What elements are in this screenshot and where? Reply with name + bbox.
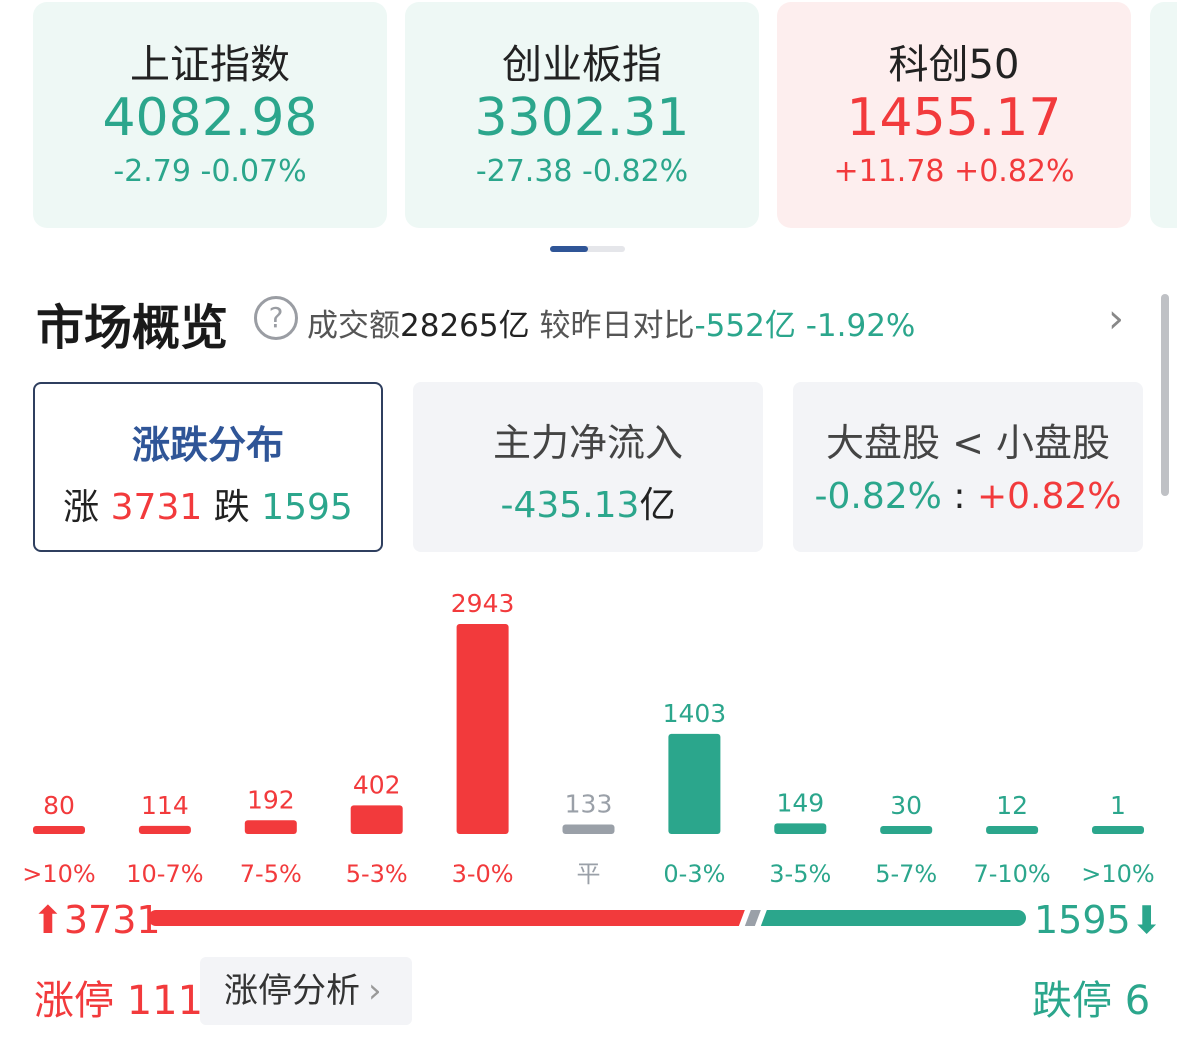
bar-value-label: 149 (776, 788, 824, 817)
down-label: 跌 (213, 487, 250, 528)
index-card-chinext[interactable]: 创业板指 3302.31 -27.38 -0.82% (405, 2, 759, 228)
index-name: 创业板指 (502, 42, 662, 88)
bar-value-label: 2943 (451, 589, 515, 618)
compare-pct: -1.92% (805, 308, 916, 344)
up-label: 涨 (63, 487, 100, 528)
cap-compare-values: -0.82% : +0.82% (793, 476, 1143, 517)
compare-value: -552亿 (694, 308, 796, 344)
bar-value-label: 402 (353, 770, 401, 799)
ratio-up-segment (148, 910, 745, 926)
compare-label: 较昨日对比 (539, 308, 695, 344)
tab-title: 主力净流入 (492, 421, 683, 465)
category-label: 10-7% (126, 860, 203, 888)
net-inflow-unit: 亿 (639, 485, 676, 526)
bar-9 (986, 826, 1039, 834)
tab-title: 涨跌分布 (131, 423, 284, 467)
bar-8 (880, 826, 933, 834)
category-label: 平 (577, 860, 601, 888)
category-label: 0-3% (663, 860, 725, 888)
distribution-counts: 涨 3731 跌 1595 (35, 478, 381, 530)
index-card-shanghai[interactable]: 上证指数 4082.98 -2.79 -0.07% (33, 2, 387, 228)
category-label: >10% (22, 860, 95, 888)
limit-down-label: 跌停 (1032, 978, 1112, 1024)
bar-value-label: 80 (43, 791, 75, 820)
bar-value-label: 12 (996, 791, 1028, 820)
bar-0 (33, 826, 85, 834)
category-label: 3-5% (769, 860, 831, 888)
down-count: 1595 (261, 487, 353, 528)
limit-down-count: 6 (1124, 978, 1151, 1024)
bar-value-label: 133 (565, 790, 613, 819)
net-inflow-value: -435.13亿 (413, 476, 763, 528)
bar-5 (562, 824, 615, 834)
tab-distribution[interactable]: 涨跌分布 涨 3731 跌 1595 (33, 382, 383, 552)
index-price: 1455.17 (846, 88, 1062, 148)
limit-up-analysis-button[interactable]: 涨停分析 › (200, 957, 412, 1025)
category-label: >10% (1081, 860, 1154, 888)
up-count: 3731 (110, 487, 203, 528)
index-change: +11.78 +0.82% (833, 154, 1075, 189)
cap-separator: : (953, 476, 966, 517)
limit-up: 涨停 111 (34, 968, 203, 1026)
down-total-value: 1595 (1034, 898, 1131, 942)
up-total: ⬆3731 (32, 898, 161, 942)
up-down-ratio-bar (148, 910, 1026, 926)
net-inflow-amount: -435.13 (500, 485, 640, 526)
ratio-down-segment (760, 910, 1026, 926)
down-total: 1595⬇ (1034, 898, 1163, 942)
bar-2 (244, 820, 297, 834)
index-name: 上证指数 (130, 42, 290, 88)
bar-value-label: 192 (247, 785, 295, 814)
limit-up-count: 111 (126, 978, 204, 1024)
chevron-right-icon: › (368, 971, 382, 1011)
limit-up-label: 涨停 (34, 978, 114, 1024)
bar-value-label: 1403 (663, 699, 727, 728)
analysis-label: 涨停分析 (224, 971, 360, 1011)
section-title: 市场概览 (36, 300, 229, 356)
category-label: 5-3% (346, 860, 408, 888)
tab-cap-compare[interactable]: 大盘股 < 小盘股 -0.82% : +0.82% (793, 382, 1143, 552)
tab-title: 大盘股 < 小盘股 (826, 421, 1110, 465)
bar-4 (456, 624, 509, 834)
bar-3 (350, 805, 403, 834)
scrollbar[interactable] (1161, 294, 1169, 496)
pager-active-dot (550, 246, 588, 252)
large-cap-pct: -0.82% (814, 476, 942, 517)
up-total-value: 3731 (63, 898, 161, 942)
small-cap-pct: +0.82% (976, 476, 1122, 517)
arrow-up-icon: ⬆ (32, 898, 64, 942)
index-price: 4082.98 (102, 88, 318, 148)
distribution-chart: 80 >10% 114 10-7% 192 7-5% 402 5-3% 2943 3-0% 133 平… (22, 589, 1154, 888)
turnover-label: 成交额 (307, 308, 400, 344)
index-card-star50[interactable]: 科创50 1455.17 +11.78 +0.82% (777, 2, 1131, 228)
category-label: 7-5% (240, 860, 302, 888)
turnover-value: 28265亿 (400, 308, 530, 344)
bar-7 (774, 823, 827, 834)
carousel-pager (550, 246, 625, 252)
bar-value-label: 30 (890, 791, 922, 820)
turnover-stats: 成交额28265亿 较昨日对比-552亿 -1.92% (307, 300, 915, 345)
index-card-next-peek[interactable] (1150, 2, 1177, 228)
category-label: 7-10% (973, 860, 1050, 888)
bar-value-label: 114 (141, 791, 189, 820)
category-label: 5-7% (875, 860, 937, 888)
bar-1 (138, 825, 191, 834)
category-label: 3-0% (452, 860, 514, 888)
arrow-down-icon: ⬇ (1130, 898, 1163, 942)
tab-net-inflow[interactable]: 主力净流入 -435.13亿 (413, 382, 763, 552)
index-change: -27.38 -0.82% (475, 154, 689, 189)
ratio-flat-segment (744, 910, 761, 926)
question-circle-icon[interactable]: ? (254, 296, 298, 340)
index-name: 科创50 (888, 42, 1020, 88)
bar-10 (1092, 826, 1144, 834)
index-price: 3302.31 (474, 88, 690, 148)
limit-down: 跌停 6 (1032, 968, 1150, 1026)
chevron-right-icon[interactable]: › (1108, 296, 1124, 342)
bar-value-label: 1 (1110, 791, 1126, 820)
index-change: -2.79 -0.07% (113, 154, 307, 189)
bar-6 (668, 733, 721, 834)
